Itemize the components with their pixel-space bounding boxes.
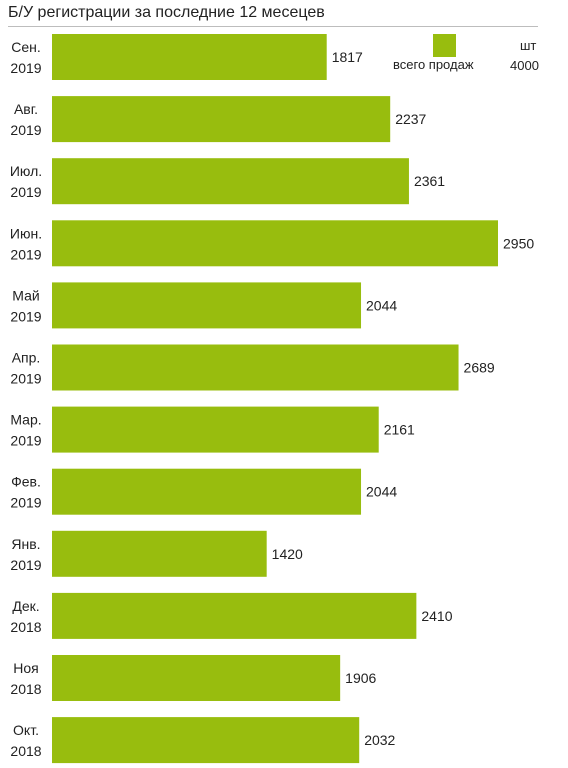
category-label-month: Июл. [10,163,42,179]
bar [52,468,362,515]
data-label: 2361 [414,173,445,189]
category-label-month: Авг. [14,101,38,117]
bar [52,655,341,701]
data-label: 2689 [464,360,495,376]
category-label-month: Окт. [13,722,39,738]
unit-label: шт [520,38,536,53]
category-label-year: 2019 [10,122,41,138]
category-label-month: Фев. [11,474,41,490]
data-label: 2044 [366,297,397,313]
category-label-month: Янв. [11,536,40,552]
category-label-year: 2019 [10,308,41,324]
chart-title: Б/У регистрации за последние 12 месецев [8,4,325,21]
category-label-year: 2018 [10,619,41,635]
data-label: 2161 [384,422,415,438]
data-label: 2044 [366,484,397,500]
bar [52,530,267,577]
data-label: 2032 [364,732,395,748]
bar [52,220,498,267]
category-label-month: Июн. [10,225,42,241]
category-label-month: Апр. [12,350,41,366]
data-label: 2237 [395,111,426,127]
bar [52,282,362,329]
legend: всего продаж шт 4000 [393,34,539,73]
bar [52,158,409,205]
category-label-year: 2018 [10,681,41,697]
bar [52,96,391,143]
bar-group: Сен. 2019 1817 Авг. 2019 2237 Июл. 2019 2361 Июн.… [10,34,534,764]
title-divider [8,26,538,27]
data-label: 2950 [503,235,534,251]
category-label-year: 2019 [10,433,41,449]
bar [52,34,327,80]
data-label: 1420 [272,546,303,562]
legend-label: всего продаж [393,57,474,72]
bar [52,406,379,453]
scale-label: 4000 [510,58,539,73]
data-label: 2410 [421,608,452,624]
category-label-year: 2019 [10,557,41,573]
category-label-month: Май [12,287,39,303]
data-label: 1906 [345,670,376,686]
category-label-year: 2019 [10,184,41,200]
bar [52,717,360,764]
legend-swatch [433,34,456,57]
category-label-year: 2019 [10,60,41,76]
category-label-year: 2019 [10,246,41,262]
category-label-month: Ноя [13,660,38,676]
category-label-year: 2018 [10,743,41,759]
category-label-month: Мар. [10,412,41,428]
bar [52,592,417,639]
bar [52,344,459,391]
category-label-year: 2019 [10,495,41,511]
data-label: 1817 [332,49,363,65]
category-label-month: Сен. [11,39,41,55]
category-label-month: Дек. [12,598,39,614]
category-label-year: 2019 [10,371,41,387]
